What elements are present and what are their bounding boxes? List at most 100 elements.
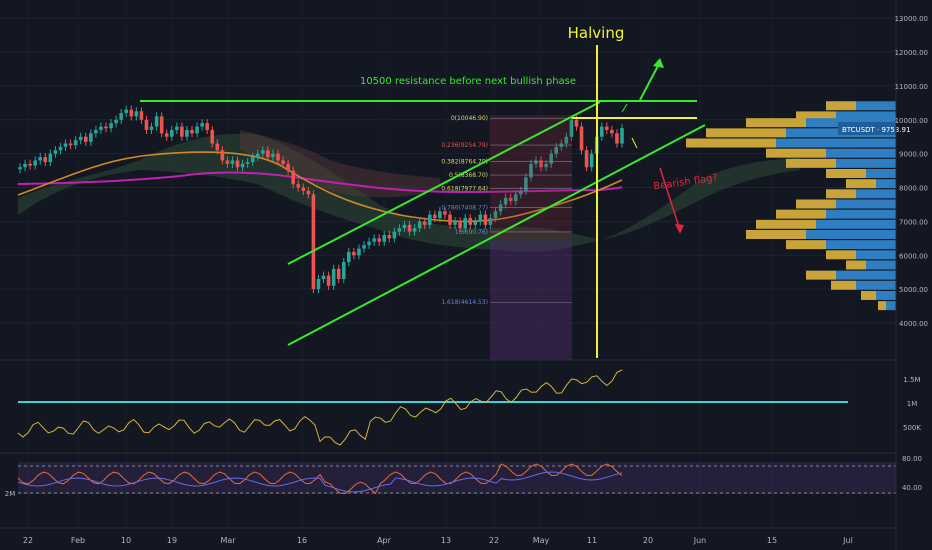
candle-body-66 bbox=[352, 251, 356, 256]
price-tick-7: 6000.00 bbox=[899, 252, 928, 260]
time-tick-8: 22 bbox=[489, 536, 499, 545]
candle-body-29 bbox=[164, 133, 169, 137]
time-tick-7: 13 bbox=[441, 536, 451, 545]
candle-body-80 bbox=[422, 221, 427, 225]
vp-gold-6 bbox=[786, 158, 836, 168]
obv-line bbox=[17, 369, 623, 446]
candle-body-0 bbox=[18, 167, 22, 170]
candle-body-103 bbox=[539, 160, 543, 168]
bullish-arrowhead bbox=[653, 58, 664, 68]
candle-body-55 bbox=[296, 184, 301, 188]
candle-body-7 bbox=[53, 150, 58, 154]
fib-retracement-box bbox=[490, 115, 572, 360]
price-tick-5: 8000.00 bbox=[899, 185, 928, 193]
candle-body-69 bbox=[367, 241, 371, 246]
vp-gold-3 bbox=[706, 128, 786, 138]
candle-body-4 bbox=[38, 157, 43, 161]
candle-body-14 bbox=[89, 133, 93, 142]
candle-body-35 bbox=[195, 126, 199, 134]
vp-gold-19 bbox=[861, 290, 876, 300]
candle-body-5 bbox=[43, 157, 48, 163]
fib-label-5: 0.786(7408.77) bbox=[441, 205, 488, 212]
symbol-label: BTCUSDT · 9753.91 bbox=[842, 126, 910, 134]
candle-body-30 bbox=[169, 129, 174, 137]
vp-blue-17 bbox=[836, 270, 896, 280]
vp-blue-6 bbox=[836, 158, 896, 168]
vp-gold-4 bbox=[686, 138, 776, 148]
candle-body-12 bbox=[78, 136, 83, 141]
price-tick-6: 7000.00 bbox=[899, 218, 928, 226]
candle-body-68 bbox=[362, 245, 366, 249]
vp-gold-13 bbox=[746, 229, 806, 239]
candle-body-97 bbox=[508, 197, 513, 202]
candle-body-119 bbox=[620, 128, 624, 144]
vp-blue-4 bbox=[776, 138, 896, 148]
candle-body-45 bbox=[245, 162, 250, 164]
candle-body-10 bbox=[68, 143, 73, 146]
candle-body-65 bbox=[347, 251, 351, 263]
time-axis: 22 Feb 10 19 Mar 16 Apr 13 22 May 11 20 Jun 15 Jul bbox=[23, 536, 853, 545]
candle-body-60 bbox=[321, 275, 326, 280]
vp-blue-14 bbox=[826, 240, 896, 250]
vp-blue-5 bbox=[826, 148, 896, 158]
candle-body-3 bbox=[33, 160, 37, 166]
candle-body-31 bbox=[175, 126, 179, 130]
time-tick-2: 10 bbox=[121, 536, 131, 545]
candle-body-101 bbox=[529, 163, 533, 178]
candle-body-112 bbox=[584, 150, 589, 168]
vp-blue-12 bbox=[816, 219, 896, 229]
vp-blue-13 bbox=[806, 229, 896, 239]
candle-body-50 bbox=[271, 153, 275, 158]
candle-body-113 bbox=[589, 153, 594, 168]
volume-tick-0: 1.5M bbox=[903, 376, 920, 384]
price-tick-0: 13000.00 bbox=[895, 15, 928, 23]
candle-body-90 bbox=[473, 221, 478, 225]
price-tick-3: 10000.00 bbox=[895, 117, 928, 125]
channel-upper-line[interactable] bbox=[287, 101, 601, 265]
vp-gold-16 bbox=[846, 260, 866, 270]
fib-label-2: 0.382(8764.79) bbox=[441, 159, 488, 166]
candle-body-94 bbox=[493, 211, 498, 219]
candle-body-115 bbox=[599, 126, 604, 137]
vp-blue-7 bbox=[866, 169, 896, 178]
ma-50-line bbox=[17, 151, 623, 223]
candle-body-111 bbox=[579, 126, 584, 151]
vp-gold-15 bbox=[826, 250, 856, 260]
price-axis: 13000.00 12000.00 11000.00 10000.00 9000.00 8… bbox=[895, 15, 928, 328]
vp-blue-0 bbox=[856, 101, 896, 111]
volume-tick-2: 500K bbox=[903, 424, 921, 432]
resistance-label: 10500 resistance before next bullish pha… bbox=[360, 76, 576, 87]
price-tick-4: 9000.00 bbox=[899, 151, 928, 159]
vp-gold-7 bbox=[826, 169, 866, 178]
candle-body-117 bbox=[610, 129, 614, 134]
vp-gold-1 bbox=[796, 111, 836, 121]
channel-lower-line[interactable] bbox=[287, 124, 706, 346]
fib-extension-box bbox=[490, 240, 572, 360]
fib-label-7: 1.618(4614.53) bbox=[441, 299, 488, 306]
time-tick-14: Jul bbox=[842, 536, 853, 545]
candle-body-2 bbox=[28, 163, 32, 166]
candle-body-47 bbox=[255, 153, 260, 158]
candle-body-42 bbox=[230, 160, 235, 164]
candle-body-82 bbox=[433, 214, 437, 219]
candle-body-81 bbox=[427, 214, 432, 225]
vp-gold-18 bbox=[831, 280, 856, 290]
fib-label-6: 1(6690.76) bbox=[455, 229, 488, 236]
ichimoku-cloud-red bbox=[240, 130, 440, 198]
candle-body-83 bbox=[438, 211, 442, 219]
candle-body-48 bbox=[261, 150, 265, 154]
time-tick-6: Apr bbox=[377, 536, 392, 545]
candle-body-20 bbox=[119, 113, 123, 120]
candle-body-108 bbox=[564, 136, 569, 144]
vp-blue-10 bbox=[836, 199, 896, 209]
candle-body-62 bbox=[331, 268, 336, 286]
candle-body-89 bbox=[468, 218, 473, 225]
candle-body-23 bbox=[134, 111, 139, 117]
candle-body-32 bbox=[180, 126, 184, 137]
price-tick-8: 5000.00 bbox=[899, 286, 928, 294]
candle-body-26 bbox=[149, 126, 154, 130]
candle-body-44 bbox=[240, 163, 245, 168]
candle-body-74 bbox=[392, 231, 397, 239]
candle-body-18 bbox=[109, 123, 113, 129]
